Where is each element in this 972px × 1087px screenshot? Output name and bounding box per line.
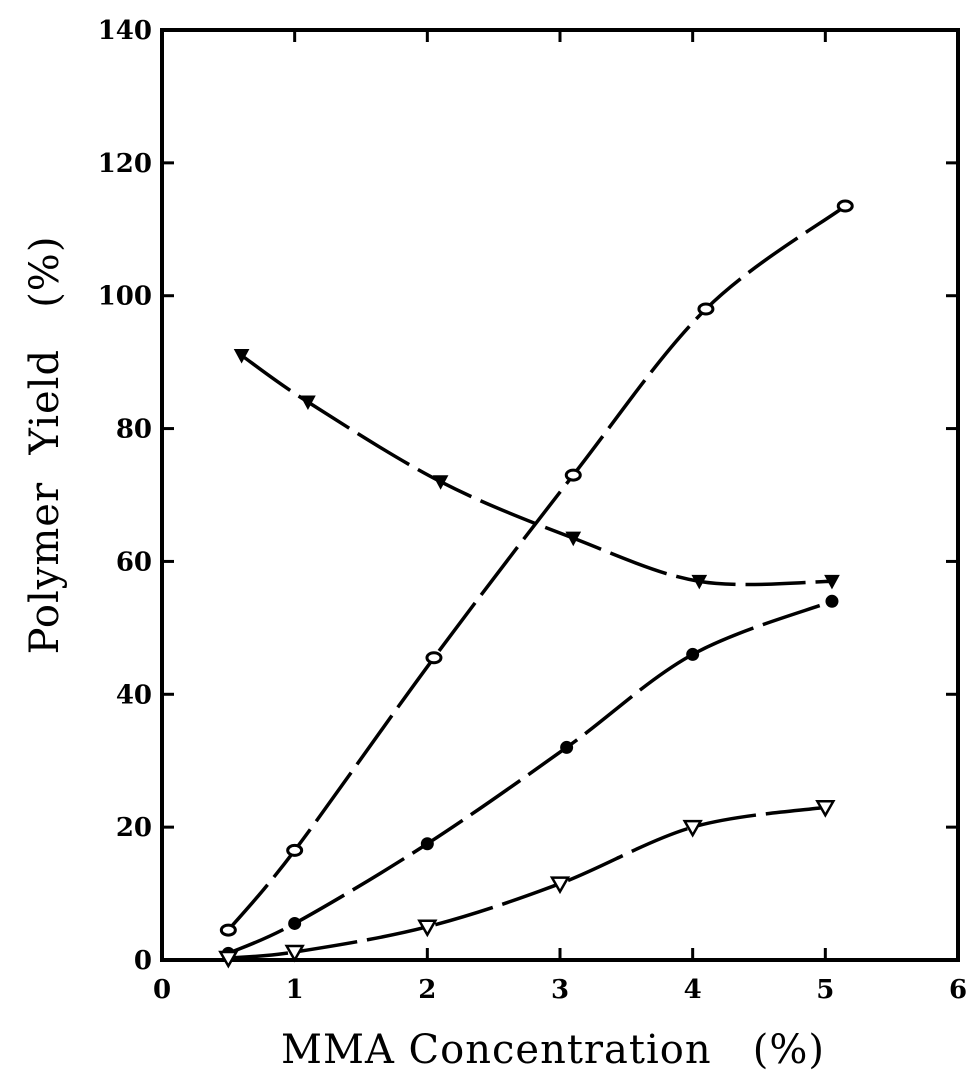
- x-tick-label: 2: [418, 975, 436, 1005]
- y-tick-label: 60: [116, 547, 152, 577]
- axis-ticks: [160, 28, 960, 962]
- filled-circle-point: [560, 740, 574, 754]
- series-1: [219, 199, 854, 937]
- filled-circle-point: [825, 594, 839, 608]
- series-2-line: [240, 354, 832, 587]
- plot-frame: [160, 28, 960, 962]
- open-triangle-point: [284, 944, 305, 963]
- filled-circle-point: [420, 837, 434, 851]
- x-tick-label: 1: [286, 975, 304, 1005]
- open-circle-point: [836, 199, 854, 213]
- filled-triangle-point: [691, 574, 708, 590]
- y-tick-label: 40: [116, 680, 152, 710]
- open-triangle-point: [218, 950, 239, 969]
- open-circle-point: [286, 843, 304, 857]
- series-1-line: [226, 204, 847, 932]
- filled-circle-point: [288, 916, 302, 930]
- y-tick-label: 100: [98, 282, 152, 312]
- x-tick-label: 6: [949, 975, 967, 1005]
- plot-border: [160, 28, 960, 962]
- y-tick-label: 80: [116, 415, 152, 445]
- open-circle-point: [564, 468, 582, 482]
- series-2: [233, 349, 840, 590]
- filled-triangle-point: [824, 574, 840, 590]
- open-circle-point: [219, 923, 237, 937]
- filled-triangle-point: [565, 531, 582, 547]
- series-4: [218, 799, 836, 969]
- series-3: [221, 594, 839, 960]
- open-triangle-point: [815, 799, 836, 818]
- y-tick-label: 120: [98, 149, 152, 179]
- open-circle-point: [697, 302, 715, 316]
- filled-triangle-point: [432, 475, 449, 490]
- series-layer: [218, 199, 854, 969]
- x-tick-label: 5: [816, 975, 834, 1005]
- y-tick-label: 0: [134, 946, 152, 976]
- open-triangle-point: [682, 819, 703, 838]
- filled-circle-point: [686, 647, 700, 661]
- filled-triangle-point: [233, 349, 250, 364]
- x-tick-label: 3: [551, 975, 569, 1005]
- open-circle-point: [425, 651, 443, 665]
- y-axis-title: Polymer Yield (%): [22, 236, 68, 655]
- series-3-line: [227, 599, 833, 955]
- x-tick-label: 4: [684, 975, 702, 1005]
- open-triangle-point: [549, 876, 571, 895]
- x-tick-label: 0: [153, 975, 171, 1005]
- y-tick-label: 140: [98, 16, 152, 46]
- series-4-line: [228, 805, 826, 960]
- filled-triangle-point: [300, 395, 316, 411]
- open-triangle-point: [417, 919, 438, 938]
- y-tick-label: 20: [116, 813, 152, 843]
- x-axis-title: MMA Concentration (%): [281, 1027, 825, 1073]
